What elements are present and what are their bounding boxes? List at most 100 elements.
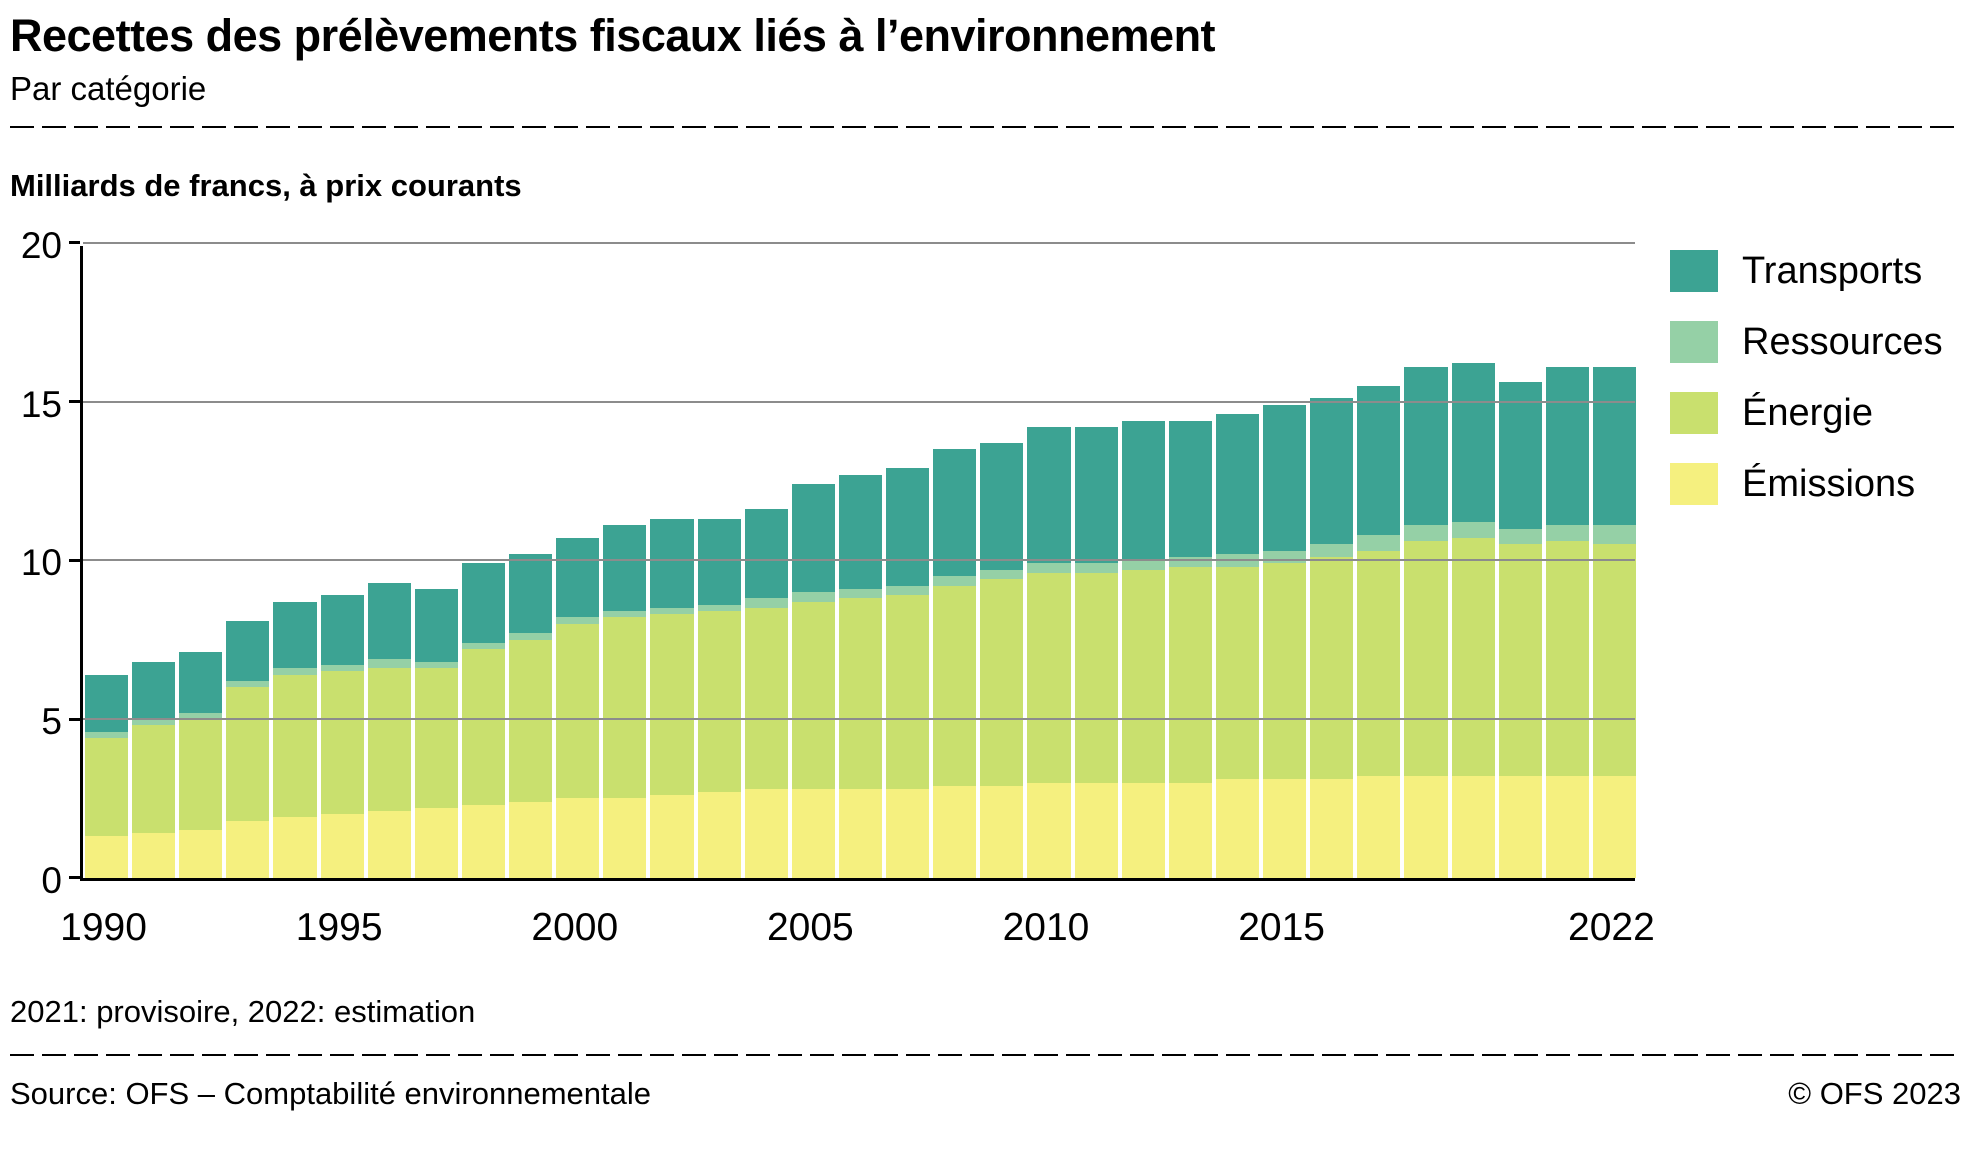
bar-1996-segment-ressources: [367, 658, 411, 669]
bar-2009-segment-ressources: [980, 569, 1024, 580]
bar-2007-segment-transports: [886, 468, 930, 586]
bar-2012-segment-emissions: [1121, 782, 1165, 878]
bar-2003: [697, 519, 741, 878]
bar-2008-segment-ressources: [933, 576, 977, 586]
legend-swatch-energie: [1670, 392, 1718, 435]
bar-1997: [414, 588, 458, 878]
bar-1990-segment-transports: [85, 674, 129, 732]
y-axis-label-10: 10: [20, 542, 62, 584]
bar-2011: [1074, 426, 1118, 878]
bar-2006-segment-energie: [838, 598, 883, 789]
bar-2000-segment-transports: [556, 538, 600, 618]
bar-1992-segment-energie: [179, 719, 223, 831]
bar-2017-segment-transports: [1357, 385, 1401, 535]
bar-2013-segment-transports: [1168, 420, 1212, 558]
bar-1998: [461, 563, 506, 878]
bar-1996-segment-energie: [367, 668, 411, 812]
bar-2018: [1404, 366, 1448, 878]
bar-2006-segment-emissions: [838, 788, 883, 878]
bar-2019: [1451, 363, 1495, 878]
legend-label-transports: Transports: [1742, 249, 1923, 292]
bar-2019-segment-emissions: [1451, 776, 1495, 878]
bar-1997-segment-energie: [414, 668, 458, 808]
bar-1997-segment-emissions: [414, 807, 458, 878]
bar-2008: [933, 449, 977, 878]
bar-2022-segment-ressources: [1592, 525, 1636, 545]
bar-1999-segment-energie: [509, 639, 553, 802]
plot-area: [69, 241, 1636, 881]
bar-1990-segment-energie: [85, 738, 129, 837]
bar-2004: [744, 509, 788, 878]
bar-2014-segment-energie: [1215, 566, 1260, 780]
copyright-label: © OFS 2023: [1788, 1075, 1961, 1111]
bar-2013-segment-energie: [1168, 566, 1212, 783]
bar-2020-segment-ressources: [1498, 528, 1542, 545]
bar-1995: [320, 595, 364, 878]
bar-1998-segment-ressources: [461, 642, 506, 650]
bar-2011-segment-ressources: [1074, 563, 1118, 573]
bar-2020: [1498, 382, 1542, 878]
bar-2013-segment-ressources: [1168, 557, 1212, 567]
bar-2020-segment-emissions: [1498, 776, 1542, 878]
bar-1990-segment-ressources: [85, 731, 129, 739]
bar-2000-segment-ressources: [556, 617, 600, 624]
x-axis-label-2015: 2015: [1238, 905, 1325, 949]
bar-1995-segment-energie: [320, 671, 364, 815]
bar-1999: [509, 553, 553, 878]
bar-1998-segment-transports: [461, 563, 506, 643]
bar-1990-segment-emissions: [85, 836, 129, 878]
y-axis-label-0: 0: [41, 859, 62, 901]
bar-2022: [1592, 366, 1636, 878]
bar-2005-segment-ressources: [791, 592, 835, 602]
bar-1991-segment-energie: [132, 725, 176, 834]
bar-2014-segment-transports: [1215, 414, 1260, 554]
bar-2006: [838, 474, 883, 878]
bar-2016: [1310, 398, 1354, 878]
bar-2014-segment-emissions: [1215, 779, 1260, 878]
bar-2000-segment-energie: [556, 623, 600, 799]
bar-2010: [1027, 426, 1071, 878]
bar-2017-segment-ressources: [1357, 534, 1401, 551]
bar-2004-segment-energie: [744, 607, 788, 789]
y-tick-5: [69, 717, 80, 721]
unit-label: Milliards de francs, à prix courants: [10, 167, 522, 203]
bar-2018-segment-ressources: [1404, 525, 1448, 542]
bar-1993: [226, 620, 270, 878]
bar-2015-segment-ressources: [1263, 550, 1307, 564]
bar-2002-segment-emissions: [650, 795, 694, 878]
x-axis-label-2010: 2010: [1002, 905, 1090, 949]
bar-2003-segment-energie: [697, 611, 741, 793]
bar-1994-segment-ressources: [273, 668, 317, 675]
bar-2008-segment-energie: [933, 585, 977, 786]
bar-2006-segment-transports: [838, 474, 883, 589]
bar-2018-segment-transports: [1404, 366, 1448, 526]
bar-2010-segment-energie: [1027, 572, 1071, 783]
bar-2020-segment-energie: [1498, 544, 1542, 777]
gridline-20: [83, 241, 1635, 244]
bar-2003-segment-transports: [697, 519, 741, 605]
bar-2009: [980, 442, 1024, 878]
gridline-5: [83, 718, 1635, 720]
legend-swatch-emissions: [1670, 463, 1718, 506]
y-axis-label-5: 5: [41, 701, 62, 742]
x-axis-label-1995: 1995: [295, 905, 383, 949]
bar-2002-segment-transports: [650, 519, 694, 608]
legend-item-transports: Transports: [1670, 250, 1943, 293]
y-tick-10: [69, 558, 80, 562]
bar-2011-segment-emissions: [1074, 782, 1118, 878]
legend-swatch-transports: [1670, 250, 1718, 293]
bar-2009-segment-energie: [980, 579, 1024, 786]
bar-1993-segment-transports: [226, 620, 270, 681]
bar-1992-segment-ressources: [179, 712, 223, 719]
legend-item-energie: Énergie: [1670, 392, 1943, 435]
bar-1999-segment-ressources: [509, 633, 553, 640]
x-axis-label-2000: 2000: [531, 905, 619, 949]
bar-1994: [273, 601, 317, 878]
bar-2007: [886, 468, 930, 878]
bar-2008-segment-transports: [933, 449, 977, 577]
divider-bottom: [10, 1053, 1961, 1056]
bar-2009-segment-emissions: [980, 785, 1024, 878]
bar-2015-segment-transports: [1263, 404, 1307, 551]
bar-2005-segment-energie: [791, 601, 835, 789]
bar-2003-segment-emissions: [697, 792, 741, 878]
